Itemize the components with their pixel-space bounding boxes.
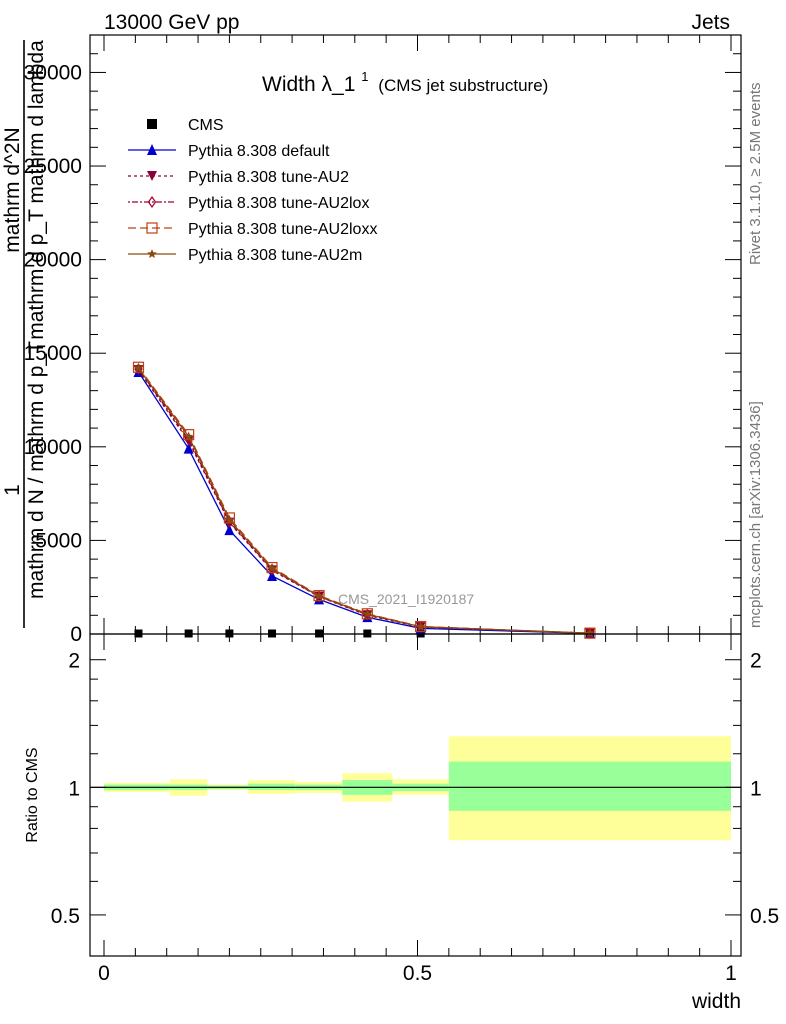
- marker-triangle-up: [267, 569, 278, 581]
- x-tick-label: 0.5: [403, 962, 432, 985]
- marker-square-open: [132, 361, 145, 373]
- main-y-tick-label: 5000: [35, 529, 82, 552]
- legend-item: Pythia 8.308 tune-AU2loxx: [128, 221, 377, 238]
- marker-triangle-up: [147, 144, 157, 155]
- marker-triangle-up: [224, 524, 235, 536]
- legend-label: Pythia 8.308 default: [188, 143, 330, 160]
- marker-star: [585, 628, 595, 638]
- main-y-tick-label: 20000: [24, 249, 82, 272]
- legend-item: CMS: [147, 117, 224, 134]
- legend-label: CMS: [188, 117, 224, 134]
- marker-star: [415, 621, 426, 631]
- marker-square: [147, 119, 157, 129]
- x-tick-label: 0: [98, 962, 110, 985]
- ratio-y-ticks: 0.5 0.5 1 1 2 2: [51, 650, 779, 928]
- header-process: Jets: [691, 11, 730, 34]
- marker-square-open: [266, 561, 278, 574]
- plot-title-main: Width λ_1: [262, 73, 355, 96]
- main-y-tick-label: 25000: [24, 155, 82, 178]
- ylabel-inner-denominator: mathrm d p_T mathrm d lambda: [25, 40, 48, 340]
- main-y-tick-label: 10000: [24, 436, 82, 459]
- series-pythia-8-308-tune-au2m: [133, 363, 595, 638]
- series-pythia-8-308-tune-au2loxx: [132, 361, 596, 639]
- legend-label: Pythia 8.308 tune-AU2loxx: [188, 221, 377, 238]
- marker-star: [314, 591, 324, 601]
- ratio-y-tick-label: 1: [68, 777, 80, 800]
- marker-diamond-open: [184, 433, 193, 446]
- ylabel-denominator: mathrm d N / mathrm d p_T: [25, 341, 48, 599]
- plot-title: Width λ_1 1 (CMS jet substructure): [262, 63, 548, 96]
- x-axis-label: width: [691, 990, 741, 1013]
- marker-star: [133, 363, 144, 373]
- legend-item: Pythia 8.308 tune-AU2m: [128, 247, 362, 264]
- main-y-tick-label: 30000: [24, 61, 82, 84]
- plot-title-superscript: 1: [361, 69, 368, 84]
- legend: CMS Pythia 8.308 default Pythia 8.308 tune…: [128, 117, 377, 264]
- plot-title-note: (CMS jet substructure): [378, 76, 548, 95]
- legend-item: Pythia 8.308 tune-AU2lox: [128, 195, 369, 212]
- marker-square-open: [223, 512, 235, 524]
- legend-label: Pythia 8.308 tune-AU2lox: [188, 195, 369, 212]
- ratio-panel: 0.5 0.51 12 2 0 0.5 1 Ratio to CMS width: [24, 633, 779, 1013]
- ratio-y-tick-label-right: 1: [750, 777, 762, 800]
- x-tick-label: 1: [725, 962, 737, 985]
- marker-star: [183, 431, 194, 441]
- marker-star: [362, 609, 373, 619]
- header-energy: 13000 GeV pp: [104, 11, 239, 34]
- legend-item: Pythia 8.308 tune-AU2: [128, 169, 349, 186]
- ratio-bands: [104, 736, 731, 841]
- legend-item: Pythia 8.308 default: [128, 143, 330, 160]
- legend-label: Pythia 8.308 tune-AU2: [188, 169, 349, 186]
- ratio-y-tick-label-right: 2: [750, 650, 762, 673]
- ratio-frame: [89, 633, 742, 957]
- main-y-ticks: 0 5000 10000 15000 20000 25000 30000: [24, 53, 741, 646]
- marker-diamond-open: [147, 195, 157, 209]
- marker-square-open: [361, 608, 373, 620]
- series-line: [137, 367, 590, 634]
- marker-triangle-down: [147, 171, 157, 181]
- main-panel: 0 5000 10000 15000 20000 25000 30000 Width λ_1…: [1, 34, 742, 646]
- mcplots-label: mcplots.cern.ch [arXiv:1306.3436]: [747, 401, 764, 628]
- marker-star: [267, 563, 277, 573]
- analysis-watermark: CMS_2021_I1920187: [338, 591, 474, 607]
- marker-star: [147, 249, 157, 258]
- marker-square-open: [146, 222, 158, 234]
- ylabel-numerator: 1: [1, 484, 24, 496]
- marker-square-open: [313, 590, 325, 602]
- legend-label: Pythia 8.308 tune-AU2m: [188, 247, 362, 264]
- rivet-version-label: Rivet 3.1.10, ≥ 2.5M events: [747, 83, 764, 266]
- ratio-y-tick-label: 2: [68, 650, 80, 673]
- main-y-axis-label: 1 mathrm d N / mathrm d p_T mathrm d^2N …: [1, 40, 48, 628]
- ratio-y-tick-label-right: 0.5: [750, 905, 779, 928]
- main-y-tick-label: 0: [70, 623, 82, 646]
- ratio-y-tick-label: 0.5: [51, 905, 80, 928]
- series-line: [137, 369, 590, 634]
- series-line: [137, 371, 590, 635]
- main-y-tick-label: 15000: [24, 342, 82, 365]
- ylabel-inner-numerator: mathrm d^2N: [1, 127, 24, 252]
- ratio-x-ticks: 0 0.5 1: [98, 634, 737, 985]
- ratio-y-axis-label: Ratio to CMS: [24, 747, 41, 842]
- ratio-stat-uncertainty-band: [448, 761, 731, 811]
- series-line: [137, 366, 590, 634]
- marker-triangle-up: [183, 442, 194, 454]
- marker-square-open: [183, 429, 195, 441]
- marker-star: [224, 514, 235, 524]
